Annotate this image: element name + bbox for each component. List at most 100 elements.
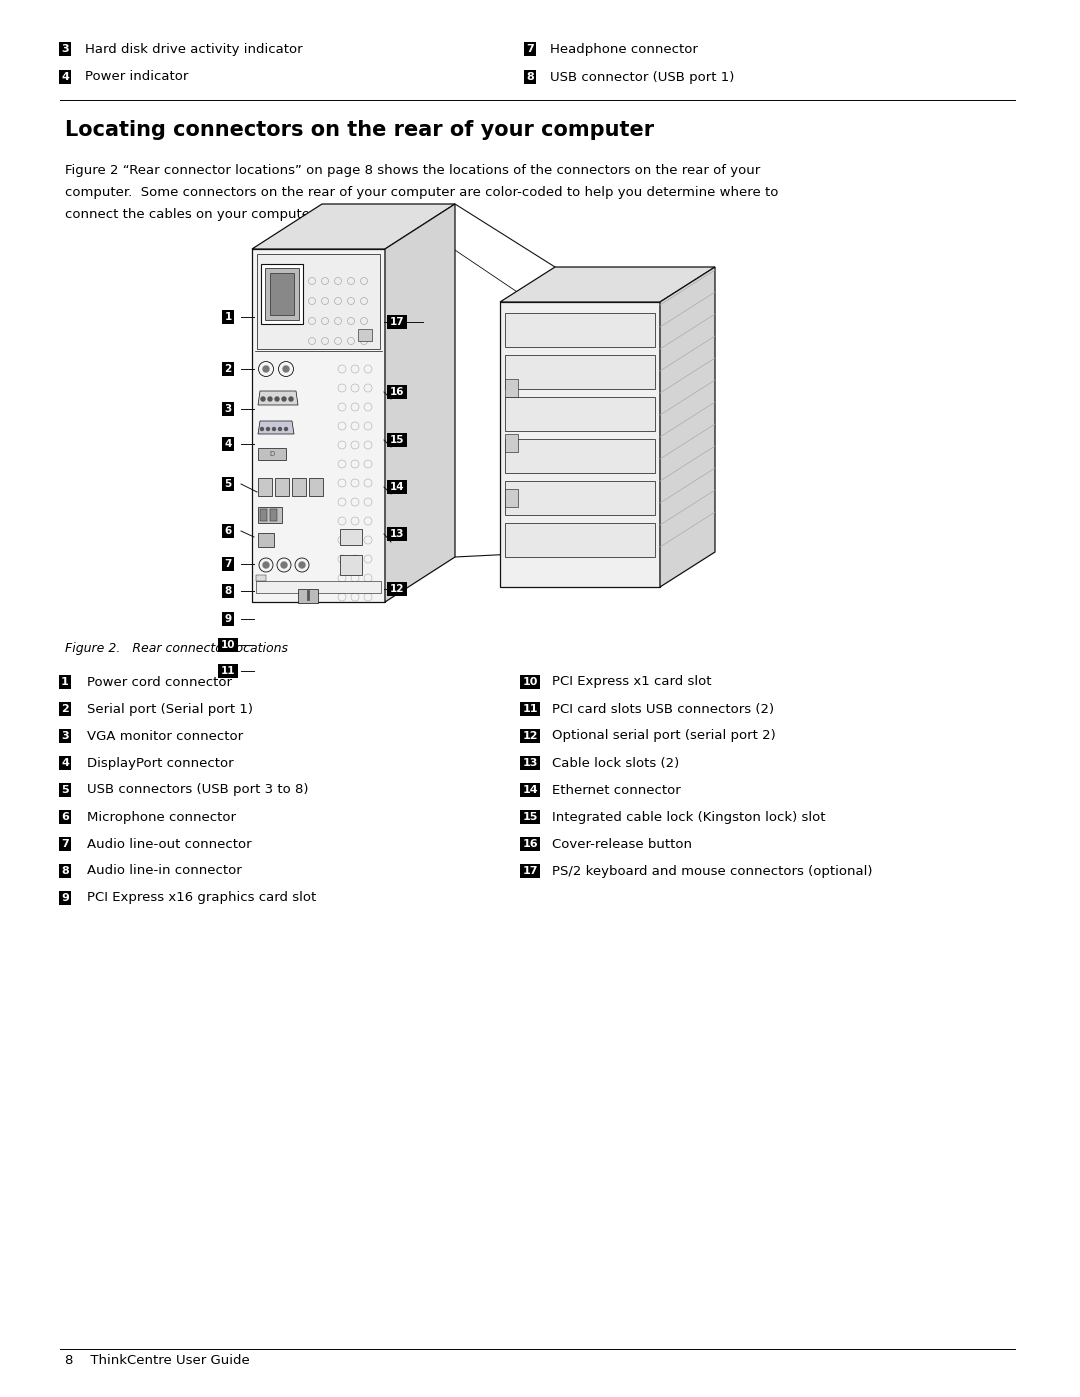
Text: 1: 1 (62, 678, 69, 687)
Text: 4: 4 (62, 759, 69, 768)
Polygon shape (256, 581, 381, 594)
Circle shape (275, 397, 279, 401)
Text: 12: 12 (390, 584, 404, 594)
Text: 10: 10 (220, 640, 235, 650)
Circle shape (281, 562, 287, 569)
Text: 4: 4 (225, 439, 232, 448)
Circle shape (272, 427, 275, 430)
Text: 9: 9 (225, 615, 231, 624)
Text: 5: 5 (62, 785, 69, 795)
Circle shape (261, 397, 265, 401)
Text: 17: 17 (523, 866, 538, 876)
Text: Optional serial port (serial port 2): Optional serial port (serial port 2) (552, 729, 775, 742)
Text: Headphone connector: Headphone connector (550, 42, 698, 56)
Text: 12: 12 (523, 731, 538, 740)
Polygon shape (505, 313, 654, 346)
Polygon shape (505, 397, 654, 432)
Polygon shape (309, 478, 323, 496)
Text: 3: 3 (62, 43, 69, 54)
Polygon shape (256, 576, 266, 581)
Text: 13: 13 (523, 759, 538, 768)
Polygon shape (505, 489, 518, 507)
Polygon shape (384, 204, 455, 602)
Text: computer.  Some connectors on the rear of your computer are color-coded to help : computer. Some connectors on the rear of… (65, 186, 779, 198)
Polygon shape (298, 590, 318, 604)
Text: DisplayPort connector: DisplayPort connector (87, 757, 233, 770)
Text: 3: 3 (225, 404, 231, 414)
Text: 11: 11 (220, 666, 235, 676)
Text: 6: 6 (225, 527, 231, 536)
Text: 2: 2 (62, 704, 69, 714)
Text: 9: 9 (62, 893, 69, 902)
Polygon shape (275, 478, 289, 496)
Polygon shape (252, 204, 455, 249)
Polygon shape (265, 268, 299, 320)
Circle shape (279, 427, 282, 430)
Text: 7: 7 (62, 840, 69, 849)
Text: PS/2 keyboard and mouse connectors (optional): PS/2 keyboard and mouse connectors (opti… (552, 865, 873, 877)
Polygon shape (500, 267, 715, 302)
Text: Power cord connector: Power cord connector (87, 676, 232, 689)
Polygon shape (270, 272, 294, 314)
Text: Integrated cable lock (Kingston lock) slot: Integrated cable lock (Kingston lock) sl… (552, 810, 825, 823)
Text: Microphone connector: Microphone connector (87, 810, 237, 823)
Text: Locating connectors on the rear of your computer: Locating connectors on the rear of your … (65, 120, 654, 140)
Polygon shape (270, 509, 276, 521)
Polygon shape (258, 534, 274, 548)
Text: VGA monitor connector: VGA monitor connector (87, 729, 243, 742)
Text: Ethernet connector: Ethernet connector (552, 784, 680, 796)
Polygon shape (261, 264, 303, 324)
Text: PCI Express x1 card slot: PCI Express x1 card slot (552, 676, 712, 689)
Polygon shape (505, 481, 654, 515)
Text: 15: 15 (390, 434, 404, 446)
Polygon shape (258, 391, 298, 405)
Circle shape (289, 397, 293, 401)
Text: 16: 16 (390, 387, 404, 397)
Text: 7: 7 (526, 43, 534, 54)
Text: Serial port (Serial port 1): Serial port (Serial port 1) (87, 703, 253, 715)
Text: 17: 17 (390, 317, 404, 327)
Circle shape (282, 397, 286, 401)
Text: Figure 2 “Rear connector locations” on page 8 shows the locations of the connect: Figure 2 “Rear connector locations” on p… (65, 163, 760, 177)
Text: 14: 14 (523, 785, 538, 795)
Text: Cover-release button: Cover-release button (552, 837, 692, 851)
Text: 14: 14 (390, 482, 404, 492)
Polygon shape (340, 529, 362, 545)
Polygon shape (660, 267, 715, 587)
Text: D: D (269, 451, 274, 457)
Text: Figure 2.   Rear connector locations: Figure 2. Rear connector locations (65, 643, 288, 655)
Circle shape (283, 366, 289, 372)
Polygon shape (340, 555, 362, 576)
Text: 13: 13 (390, 529, 404, 539)
Text: Audio line-in connector: Audio line-in connector (87, 865, 242, 877)
Circle shape (299, 562, 305, 569)
Circle shape (268, 397, 272, 401)
Polygon shape (257, 254, 380, 349)
Polygon shape (505, 379, 518, 397)
Text: 16: 16 (523, 840, 538, 849)
Text: 8    ThinkCentre User Guide: 8 ThinkCentre User Guide (65, 1354, 249, 1368)
Polygon shape (258, 507, 282, 522)
Circle shape (267, 427, 270, 430)
Polygon shape (258, 478, 272, 496)
Text: 8: 8 (526, 73, 534, 82)
Text: 15: 15 (523, 812, 538, 821)
Text: 7: 7 (225, 559, 232, 569)
Text: 4: 4 (62, 73, 69, 82)
Text: 8: 8 (225, 585, 231, 597)
Text: 2: 2 (225, 365, 231, 374)
Polygon shape (500, 302, 660, 587)
Text: Hard disk drive activity indicator: Hard disk drive activity indicator (85, 42, 302, 56)
Text: 6: 6 (62, 812, 69, 821)
Polygon shape (505, 522, 654, 557)
Circle shape (284, 427, 287, 430)
Circle shape (260, 427, 264, 430)
Text: USB connectors (USB port 3 to 8): USB connectors (USB port 3 to 8) (87, 784, 309, 796)
Polygon shape (258, 448, 286, 460)
Text: 3: 3 (62, 731, 69, 740)
Text: Cable lock slots (2): Cable lock slots (2) (552, 757, 679, 770)
Polygon shape (505, 439, 654, 474)
Text: PCI Express x16 graphics card slot: PCI Express x16 graphics card slot (87, 891, 316, 904)
Text: USB connector (USB port 1): USB connector (USB port 1) (550, 70, 734, 84)
Text: 1: 1 (225, 312, 231, 321)
